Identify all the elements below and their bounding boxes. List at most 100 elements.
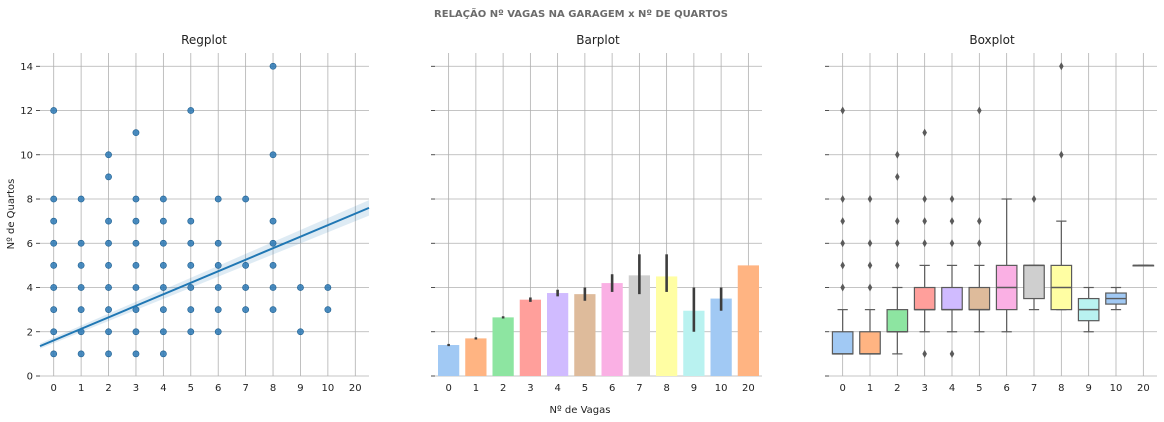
- scatter-point: [50, 328, 58, 336]
- box-outlier: [977, 217, 982, 226]
- bar: [655, 276, 678, 376]
- scatter-point: [214, 195, 222, 203]
- box-outlier: [922, 217, 927, 226]
- box-outlier: [977, 106, 982, 115]
- box-body: [886, 309, 909, 333]
- scatter-point: [187, 107, 195, 114]
- scatter-point: [324, 284, 332, 291]
- bar: [628, 275, 651, 376]
- boxplot-title: Boxplot: [969, 33, 1015, 47]
- regression-ci-band: [40, 200, 369, 349]
- bar: [519, 299, 542, 376]
- bar: [465, 338, 487, 376]
- scatter-point: [187, 284, 195, 291]
- scatter-point: [50, 284, 58, 291]
- boxplot-panel: 0 1 2 3 4 5 6 7 8 9 10 20: [825, 53, 1157, 394]
- x-tick-label: 1: [473, 383, 479, 394]
- y-tick-label: 4: [27, 283, 33, 294]
- x-tick-label: 4: [554, 383, 560, 394]
- scatter-point: [297, 328, 304, 336]
- box-outlier: [895, 261, 900, 270]
- scatter-point: [77, 239, 85, 247]
- scatter-point: [214, 306, 222, 314]
- x-tick-label: 4: [949, 383, 955, 394]
- scatter-point: [159, 328, 167, 336]
- box-body: [859, 331, 881, 355]
- x-tick-label: 8: [270, 383, 276, 394]
- barplot-panel: 0 1 2 3 4 5 6 7 8 9 10 20: [431, 53, 762, 394]
- box-outlier: [1031, 195, 1037, 204]
- scatter-point: [50, 306, 58, 314]
- box-outlier: [1059, 62, 1064, 71]
- box-outlier: [922, 195, 927, 204]
- x-tick-label: 1: [867, 383, 873, 394]
- scatter-point: [132, 239, 140, 247]
- box-outlier: [922, 349, 927, 358]
- box-outlier: [895, 217, 900, 226]
- regression-line: [39, 206, 370, 348]
- bar: [492, 317, 514, 376]
- scatter-point: [50, 217, 58, 225]
- x-tick-label: 7: [242, 383, 248, 394]
- scatter-point: [105, 217, 112, 225]
- box-outlier: [840, 261, 845, 270]
- scatter-point: [132, 195, 140, 203]
- box-outlier: [867, 283, 873, 292]
- scatter-point: [132, 261, 140, 269]
- scatter-point: [77, 284, 85, 291]
- scatter-point: [105, 284, 112, 291]
- scatter-point: [242, 306, 250, 314]
- y-tick-label: 8: [27, 195, 33, 206]
- box-outlier: [840, 217, 845, 226]
- box-outlier: [840, 239, 845, 248]
- y-tick-label: 0: [27, 372, 33, 383]
- scatter-point: [105, 261, 112, 269]
- scatter-point: [269, 217, 277, 225]
- scatter-point: [77, 350, 85, 358]
- box-outlier: [922, 128, 927, 137]
- x-tick-label: 8: [663, 383, 669, 394]
- scatter-point: [159, 261, 167, 269]
- x-tick-label: 10: [1110, 383, 1123, 394]
- figure-suptitle: RELAÇÃO Nº VAGAS NA GARAGEM x Nº DE QUAR…: [434, 7, 728, 20]
- box-body: [941, 286, 963, 311]
- scatter-point: [105, 350, 112, 358]
- scatter-point: [159, 350, 167, 358]
- box-body: [1023, 264, 1045, 300]
- x-tick-label: 5: [582, 383, 588, 394]
- box-outlier: [867, 261, 873, 270]
- x-tick-label: 20: [1137, 383, 1150, 394]
- scatter-point: [269, 151, 277, 159]
- scatter-point: [159, 239, 167, 247]
- box-outlier: [840, 283, 845, 292]
- scatter-point: [214, 328, 222, 336]
- box-outlier: [1059, 150, 1064, 159]
- box-outlier: [895, 150, 900, 159]
- bar: [710, 298, 732, 376]
- x-tick-label: 3: [921, 383, 927, 394]
- x-tick-label: 6: [215, 383, 221, 394]
- scatter-point: [324, 306, 332, 314]
- x-tick-label: 5: [976, 383, 982, 394]
- scatter-point: [187, 239, 195, 247]
- x-tick-label: 4: [160, 383, 166, 394]
- y-tick-label: 14: [20, 62, 33, 73]
- box-outlier: [949, 349, 955, 358]
- bar: [601, 283, 623, 376]
- box-outlier: [949, 239, 955, 248]
- x-tick-label: 3: [527, 383, 533, 394]
- scatter-point: [214, 239, 222, 247]
- x-tick-label: 0: [445, 383, 451, 394]
- scatter-point: [50, 239, 58, 247]
- y-tick-label: 12: [20, 106, 33, 117]
- y-axis-label: Nº de Quartos: [6, 179, 17, 250]
- box-outlier: [949, 217, 955, 226]
- box-outlier: [949, 195, 955, 204]
- scatter-point: [105, 328, 112, 336]
- box-body: [968, 286, 991, 311]
- x-tick-label: 0: [839, 383, 845, 394]
- bar: [546, 293, 569, 376]
- scatter-point: [105, 173, 112, 181]
- x-tick-label: 7: [1031, 383, 1037, 394]
